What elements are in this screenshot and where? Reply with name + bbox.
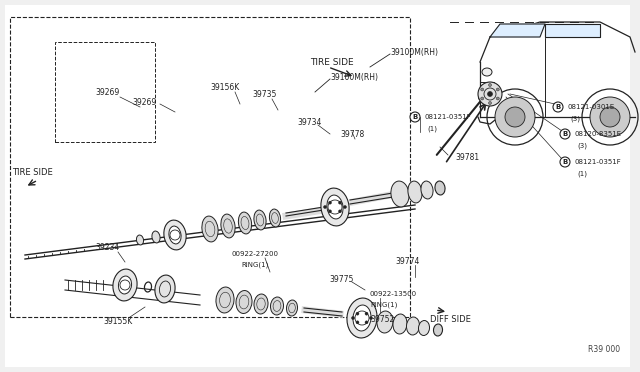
Text: 39100M(RH): 39100M(RH): [390, 48, 438, 57]
Circle shape: [481, 88, 484, 91]
Ellipse shape: [482, 68, 492, 76]
Ellipse shape: [353, 305, 371, 331]
Text: 00922-27200: 00922-27200: [232, 251, 278, 257]
Text: (1): (1): [577, 171, 587, 177]
Circle shape: [495, 97, 535, 137]
Ellipse shape: [347, 298, 377, 338]
Text: 39778: 39778: [340, 129, 364, 138]
Text: 39269: 39269: [96, 87, 120, 96]
Text: RING(1): RING(1): [370, 302, 397, 308]
Circle shape: [356, 312, 359, 315]
Text: (1): (1): [427, 126, 437, 132]
Text: 08120-8351E: 08120-8351E: [575, 131, 622, 137]
Ellipse shape: [321, 188, 349, 226]
Circle shape: [323, 205, 326, 208]
Text: TIRE SIDE: TIRE SIDE: [310, 58, 354, 67]
Text: 39774: 39774: [396, 257, 420, 266]
Circle shape: [496, 97, 499, 100]
Ellipse shape: [327, 195, 343, 219]
Bar: [10, 17, 410, 317]
Ellipse shape: [164, 220, 186, 250]
Text: 08121-0301E: 08121-0301E: [568, 104, 615, 110]
Circle shape: [553, 102, 563, 112]
Text: (3): (3): [570, 116, 580, 122]
Polygon shape: [490, 24, 545, 37]
Text: RING(1): RING(1): [241, 262, 269, 268]
Circle shape: [488, 83, 492, 87]
Circle shape: [496, 88, 499, 91]
Circle shape: [600, 107, 620, 127]
Ellipse shape: [152, 231, 160, 243]
Text: B: B: [563, 159, 568, 165]
Circle shape: [339, 210, 342, 213]
Ellipse shape: [287, 300, 298, 316]
Circle shape: [328, 201, 332, 204]
Ellipse shape: [118, 276, 132, 294]
Text: DIFF SIDE: DIFF SIDE: [430, 315, 471, 324]
Ellipse shape: [254, 294, 268, 314]
Text: TIRE SIDE: TIRE SIDE: [12, 167, 52, 176]
Circle shape: [365, 312, 368, 315]
Circle shape: [478, 82, 502, 106]
Ellipse shape: [406, 317, 420, 335]
Ellipse shape: [377, 311, 393, 333]
Circle shape: [505, 107, 525, 127]
Circle shape: [365, 321, 368, 324]
Text: 39735: 39735: [253, 90, 277, 99]
Text: 39155K: 39155K: [104, 317, 132, 327]
Ellipse shape: [136, 235, 143, 245]
Ellipse shape: [271, 297, 284, 315]
Text: 39752: 39752: [370, 315, 394, 324]
Bar: [55, 42, 155, 142]
Circle shape: [369, 317, 372, 320]
Ellipse shape: [216, 287, 234, 313]
Circle shape: [344, 205, 346, 208]
Circle shape: [488, 92, 493, 96]
Ellipse shape: [155, 275, 175, 303]
Text: (3): (3): [577, 143, 587, 149]
Ellipse shape: [238, 212, 252, 234]
Text: 39100M(RH): 39100M(RH): [330, 73, 378, 81]
Text: 39156K: 39156K: [211, 83, 239, 92]
Ellipse shape: [435, 181, 445, 195]
Circle shape: [328, 210, 332, 213]
Ellipse shape: [408, 181, 422, 203]
Text: 00922-13500: 00922-13500: [370, 291, 417, 297]
Circle shape: [560, 129, 570, 139]
Circle shape: [339, 201, 342, 204]
Circle shape: [410, 112, 420, 122]
Ellipse shape: [269, 209, 280, 227]
Ellipse shape: [169, 226, 181, 244]
Text: 39775: 39775: [330, 276, 354, 285]
Ellipse shape: [254, 210, 266, 230]
Ellipse shape: [419, 321, 429, 336]
Circle shape: [590, 97, 630, 137]
Circle shape: [351, 317, 355, 320]
Circle shape: [481, 97, 484, 100]
Text: B: B: [563, 131, 568, 137]
Text: 39781: 39781: [455, 153, 479, 161]
Circle shape: [356, 321, 359, 324]
Ellipse shape: [236, 291, 252, 314]
Text: 39269: 39269: [133, 97, 157, 106]
Ellipse shape: [393, 314, 407, 334]
Ellipse shape: [421, 181, 433, 199]
Text: R39 000: R39 000: [588, 346, 620, 355]
Text: B: B: [556, 104, 561, 110]
Ellipse shape: [221, 214, 235, 238]
Ellipse shape: [202, 216, 218, 242]
Ellipse shape: [113, 269, 137, 301]
Ellipse shape: [433, 324, 442, 336]
Text: 39234: 39234: [96, 243, 120, 251]
Text: 08121-0351F: 08121-0351F: [575, 159, 621, 165]
Ellipse shape: [391, 181, 409, 207]
Text: 08121-0351F: 08121-0351F: [425, 114, 472, 120]
Text: 39734: 39734: [298, 118, 322, 126]
Text: B: B: [412, 114, 418, 120]
Polygon shape: [545, 24, 600, 37]
Circle shape: [560, 157, 570, 167]
Circle shape: [488, 102, 492, 105]
